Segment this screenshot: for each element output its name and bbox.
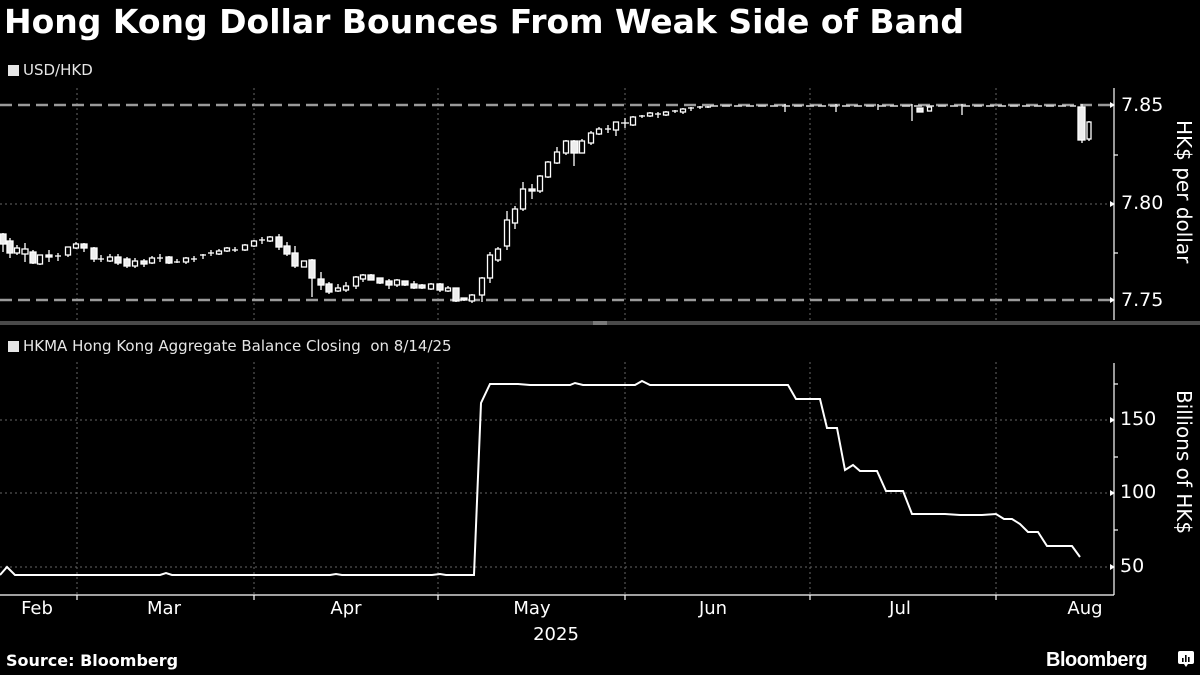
source-note: Source: Bloomberg [6,651,179,670]
top-y-axis [1110,88,1118,320]
legend-label: HKMA Hong Kong Aggregate Balance Closing… [23,337,452,355]
x-label-mar: Mar [147,598,181,619]
legend-aggregate-balance: HKMA Hong Kong Aggregate Balance Closing… [8,337,452,355]
x-label-jun: Jun [698,598,728,619]
y-tick-100: 100 [1120,481,1157,503]
top-y-axis-label: HK$ per dollar [1172,120,1196,264]
candlesticks [0,104,1092,303]
x-label-year: 2025 [533,624,579,645]
x-label-apr: Apr [330,598,362,619]
y-tick-7-80: 7.80 [1121,192,1164,214]
y-tick-7-75: 7.75 [1121,289,1164,311]
x-label-aug: Aug [1067,598,1103,619]
y-tick-150: 150 [1120,408,1157,430]
x-label-jul: Jul [889,598,911,619]
bloomberg-chart-icon [1178,651,1194,667]
chart-title: Hong Kong Dollar Bounces From Weak Side … [4,2,964,41]
legend-usd-hkd: USD/HKD [8,61,93,79]
y-tick-50: 50 [1120,555,1145,577]
legend-label: USD/HKD [23,61,93,79]
bottom-axes [0,363,1118,600]
legend-swatch [8,64,19,76]
panel-separator [0,321,1200,325]
separator-handle-icon [593,321,607,325]
bloomberg-logo: Bloomberg [1046,649,1148,671]
vertical-gridlines [76,88,997,595]
horizontal-gridlines [0,203,1114,568]
aggregate-balance-line [0,379,1081,576]
band-reference-lines [0,103,1114,302]
x-label-may: May [513,598,551,619]
x-label-feb: Feb [21,598,53,619]
bottom-y-axis-label: Billions of HK$ [1172,390,1196,535]
y-tick-7-85: 7.85 [1121,94,1164,116]
legend-swatch [8,340,19,352]
